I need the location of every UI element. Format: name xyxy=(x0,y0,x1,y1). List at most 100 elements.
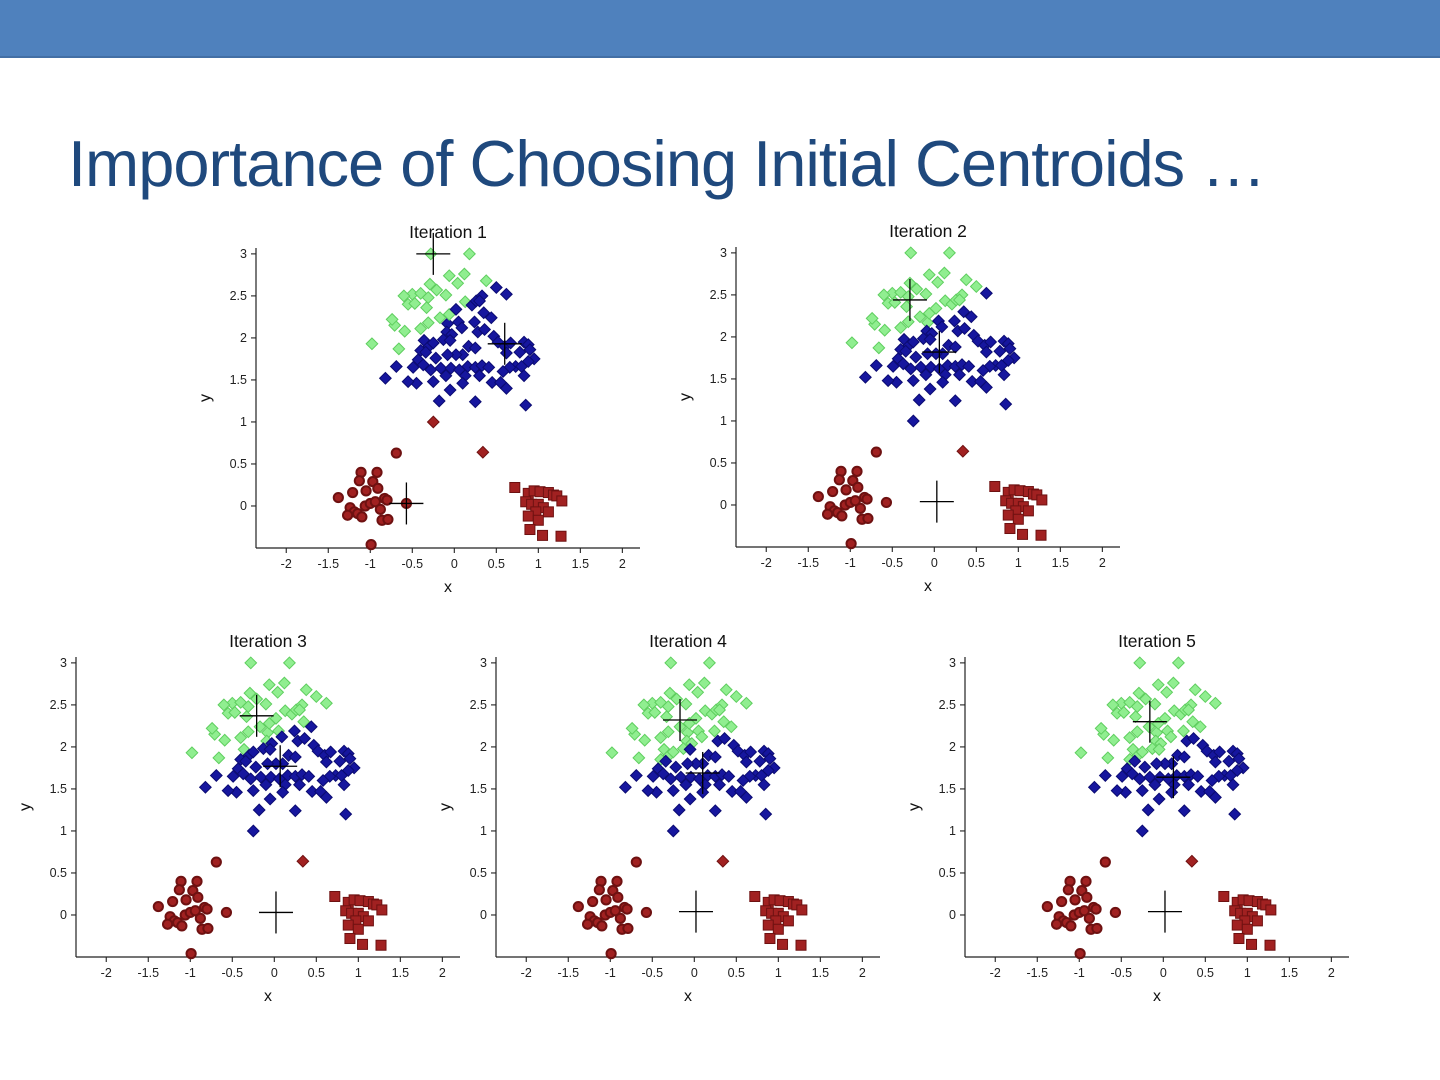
scatter-point-diamond xyxy=(672,803,686,817)
scatter-point-diamond xyxy=(473,294,487,308)
scatter-point-diamond xyxy=(1101,751,1115,765)
scatter-point-circle xyxy=(1081,891,1093,903)
scatter-point-diamond xyxy=(517,369,531,383)
scatter-point-diamond xyxy=(935,320,949,334)
scatter-point-diamond xyxy=(1128,754,1142,768)
scatter-point-diamond xyxy=(957,305,971,319)
centroid-marker xyxy=(389,482,424,525)
scatter-point-diamond xyxy=(956,444,970,458)
scatter-point-square xyxy=(749,890,761,902)
scatter-point-circle xyxy=(173,884,185,896)
scatter-point-square xyxy=(509,481,521,493)
scatter-point-square xyxy=(352,923,364,935)
x-axis-tick-label: 1 xyxy=(775,966,782,980)
scatter-point-diamond xyxy=(1133,656,1147,670)
scatter-point-diamond xyxy=(1188,683,1202,697)
scatter-point-circle xyxy=(1056,895,1068,908)
x-axis-tick-label: 0.5 xyxy=(488,557,505,571)
scatter-point-circle xyxy=(202,922,214,935)
scatter-point-diamond xyxy=(1123,731,1137,745)
scatter-point-diamond xyxy=(1165,785,1179,799)
y-axis-tick-label: 2.5 xyxy=(50,698,67,712)
scatter-point-square xyxy=(1017,528,1029,540)
scatter-point-diamond xyxy=(378,371,392,385)
scatter-point-circle xyxy=(365,539,377,551)
scatter-point-diamond xyxy=(922,268,936,282)
scatter-point-diamond xyxy=(906,335,920,349)
scatter-point-diamond xyxy=(666,745,680,759)
scatter-point-diamond xyxy=(324,745,338,759)
scatter-point-circle xyxy=(611,875,623,887)
scatter-point-diamond xyxy=(958,322,972,336)
scatter-point-diamond xyxy=(654,731,668,745)
y-axis-tick-label: 1.5 xyxy=(470,782,487,796)
scatter-point-circle xyxy=(347,486,359,499)
x-axis-tick-label: 0.5 xyxy=(1197,966,1214,980)
x-axis-tick-label: -1.5 xyxy=(317,557,339,571)
scatter-point-diamond xyxy=(401,375,415,389)
scatter-point-diamond xyxy=(845,336,859,350)
scatter-point-circle xyxy=(210,856,222,868)
scatter-point-circle xyxy=(612,891,624,903)
scatter-point-circle xyxy=(372,482,384,494)
scatter-point-diamond xyxy=(1186,715,1200,729)
scatter-point-diamond xyxy=(319,696,333,710)
scatter-point-circle xyxy=(861,493,873,505)
scatter-point-circle xyxy=(191,875,203,887)
x-axis-tick-label: 1 xyxy=(535,557,542,571)
y-axis-label: y xyxy=(677,393,694,401)
scatter-point-diamond xyxy=(1177,750,1191,764)
scatter-point-diamond xyxy=(901,315,915,329)
scatter-point-circle xyxy=(382,513,394,526)
scatter-point-diamond xyxy=(913,310,927,324)
scatter-point-square xyxy=(1036,494,1048,506)
scatter-point-diamond xyxy=(877,288,891,302)
scatter-point-diamond xyxy=(660,710,674,724)
iteration-panel-1: Iteration 1 x y -2 -1.5 -1 -0.5 0 0.5 1 1.5 2 0 0.5 1 1… xyxy=(196,220,655,605)
scatter-point-diamond xyxy=(439,288,453,302)
scatter-point-diamond xyxy=(339,807,353,821)
iteration-plot-4: Iteration 4 x y -2 -1.5 -1 -0.5 0 0.5 1 1.5 2 0 0.5 1 1… xyxy=(437,631,880,1005)
scatter-point-diamond xyxy=(397,289,411,303)
centroid-marker xyxy=(663,699,698,742)
scatter-point-circle xyxy=(167,895,179,908)
scatter-point-circle xyxy=(833,474,845,486)
y-axis-tick-label: 1 xyxy=(949,824,956,838)
scatter-point-diamond xyxy=(872,341,886,355)
scatter-point-diamond xyxy=(1074,746,1088,760)
scatter-point-diamond xyxy=(666,824,680,838)
x-axis-tick-label: 1 xyxy=(355,966,362,980)
scatter-point-diamond xyxy=(641,784,655,798)
plot-title: Iteration 3 xyxy=(229,631,307,651)
x-axis-tick-label: 1.5 xyxy=(812,966,829,980)
scatter-point-diamond xyxy=(218,733,232,747)
scatter-point-diamond xyxy=(442,269,456,283)
scatter-point-diamond xyxy=(1135,745,1149,759)
scatter-point-diamond xyxy=(468,395,482,409)
scatter-point-diamond xyxy=(420,301,434,315)
scatter-point-circle xyxy=(862,512,874,525)
scatter-point-diamond xyxy=(899,344,913,358)
scatter-point-diamond xyxy=(337,778,351,792)
scatter-point-square xyxy=(1022,505,1034,517)
scatter-point-diamond xyxy=(287,724,301,738)
x-axis-tick-label: 2 xyxy=(1099,556,1106,570)
scatter-point-diamond xyxy=(392,342,406,356)
scatter-point-diamond xyxy=(695,730,709,744)
y-axis-tick-label: 1.5 xyxy=(710,372,727,386)
scatter-point-diamond xyxy=(993,344,1007,358)
scatter-point-circle xyxy=(194,912,206,924)
x-axis-tick-label: -2 xyxy=(761,556,772,570)
scatter-point-circle xyxy=(201,903,213,915)
scatter-point-diamond xyxy=(757,778,771,792)
scatter-point-diamond xyxy=(1198,689,1212,704)
x-axis-tick-label: -1 xyxy=(845,556,856,570)
scatter-point-diamond xyxy=(1205,774,1219,788)
scatter-point-diamond xyxy=(389,359,403,373)
scatter-point-square xyxy=(1012,513,1024,525)
scatter-point-circle xyxy=(1080,875,1092,887)
scatter-point-diamond xyxy=(205,721,219,735)
x-axis-tick-label: -1 xyxy=(605,966,616,980)
scatter-point-diamond xyxy=(664,656,678,670)
scatter-point-circle xyxy=(605,948,617,960)
